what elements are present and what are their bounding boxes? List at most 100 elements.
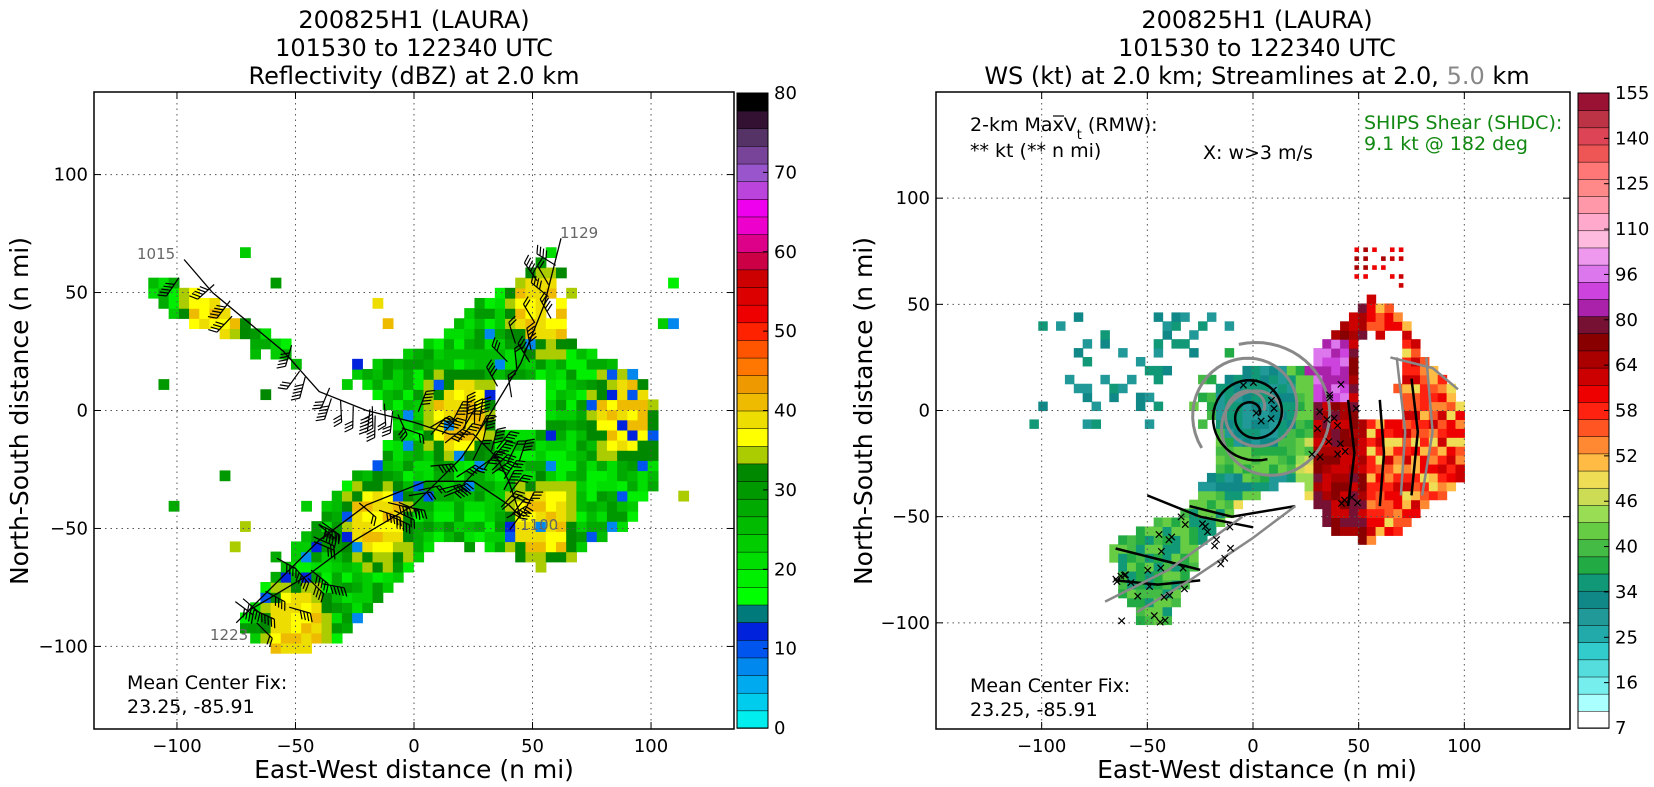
wind-barb-staff bbox=[265, 590, 286, 603]
windspeed-cell bbox=[1304, 374, 1315, 385]
windspeed-cell bbox=[1357, 330, 1368, 340]
colorbar-swatch bbox=[736, 692, 769, 712]
wind-barb-flag bbox=[491, 337, 496, 347]
windspeed-cell bbox=[1295, 383, 1306, 394]
wind-barb-flag bbox=[408, 507, 413, 517]
updraft-x-marker bbox=[1352, 404, 1360, 412]
reflectivity-cell bbox=[566, 460, 577, 472]
reflectivity-cell bbox=[617, 409, 628, 421]
windspeed-cell bbox=[1242, 401, 1252, 412]
reflectivity-cell bbox=[443, 450, 455, 461]
reflectivity-cell bbox=[301, 541, 312, 553]
wind-barb-flag bbox=[420, 509, 424, 519]
windspeed-cell bbox=[1313, 428, 1323, 438]
windspeed-cell bbox=[1304, 481, 1315, 492]
colorbar-swatch bbox=[1577, 676, 1610, 695]
wind-barb bbox=[536, 257, 550, 285]
wind-barb-staff bbox=[286, 370, 301, 390]
reflectivity-cell bbox=[362, 582, 374, 593]
windspeed-cell bbox=[1127, 588, 1137, 599]
wind-barb-flag bbox=[474, 401, 484, 407]
reflectivity-cell bbox=[341, 531, 353, 543]
reflectivity-cell bbox=[229, 328, 241, 340]
wind-barb-staff bbox=[371, 406, 374, 429]
windspeed-cell bbox=[1322, 508, 1332, 519]
reflectivity-cell bbox=[341, 602, 353, 614]
right-ylabel: North-South distance (n mi) bbox=[849, 237, 878, 585]
reflectivity-cell bbox=[403, 429, 414, 441]
reflectivity-cell bbox=[229, 318, 241, 330]
reflectivity-cell bbox=[454, 399, 465, 411]
colorbar-swatch bbox=[736, 533, 769, 553]
wind-barb-flag bbox=[449, 425, 459, 429]
reflectivity-cell bbox=[515, 531, 527, 543]
wind-barb-flag bbox=[210, 326, 220, 331]
windspeed-cell bbox=[1402, 374, 1412, 385]
windspeed-cell bbox=[1348, 472, 1359, 483]
reflectivity-cell bbox=[647, 450, 659, 461]
reflectivity-cell bbox=[392, 480, 404, 492]
windspeed-cell bbox=[1455, 419, 1465, 429]
wind-barb-flag bbox=[524, 441, 534, 445]
windspeed-cell bbox=[1206, 374, 1217, 385]
wind-barb-staff bbox=[456, 464, 476, 478]
windspeed-cell bbox=[1251, 437, 1261, 447]
windspeed-cell bbox=[1446, 446, 1457, 456]
windspeed-cell bbox=[1286, 401, 1297, 412]
wind-barb-staff bbox=[401, 427, 423, 436]
windspeed-cell bbox=[1366, 294, 1377, 305]
wind-barb bbox=[402, 505, 428, 520]
reflectivity-cell bbox=[240, 622, 251, 634]
windspeed-cell bbox=[1402, 383, 1412, 394]
windspeed-cell bbox=[1402, 490, 1412, 501]
reflectivity-cell bbox=[474, 521, 486, 532]
windspeed-cell bbox=[1073, 312, 1084, 322]
windspeed-cell bbox=[1295, 392, 1306, 403]
reflectivity-cell bbox=[270, 338, 282, 350]
wind-barb-staff bbox=[536, 253, 557, 266]
reflectivity-cell bbox=[382, 511, 394, 522]
reflectivity-cell bbox=[637, 439, 649, 451]
windspeed-cell bbox=[1144, 562, 1155, 572]
wind-barb-flag bbox=[522, 501, 532, 505]
wind-barb bbox=[234, 601, 254, 624]
windspeed-cell bbox=[1242, 472, 1252, 483]
windspeed-cell bbox=[1162, 330, 1173, 340]
windspeed-cell bbox=[1389, 256, 1395, 261]
colorbar-swatch bbox=[736, 251, 769, 271]
colorbar-swatch bbox=[1577, 230, 1610, 249]
reflectivity-cell bbox=[555, 480, 567, 492]
updraft-x-marker bbox=[1134, 592, 1142, 600]
reflectivity-cell bbox=[494, 531, 506, 543]
windspeed-cell bbox=[1437, 419, 1448, 429]
reflectivity-cell bbox=[545, 358, 557, 370]
windspeed-cell bbox=[1411, 508, 1421, 519]
windspeed-cell bbox=[1375, 312, 1386, 322]
windspeed-cell bbox=[1340, 428, 1350, 438]
windspeed-cell bbox=[1304, 472, 1315, 483]
windspeed-cell bbox=[1340, 464, 1350, 474]
windspeed-cell bbox=[1340, 517, 1350, 527]
windspeed-cell bbox=[1286, 374, 1297, 385]
colorbar-swatch bbox=[1577, 384, 1610, 403]
wind-barb-flag bbox=[529, 335, 537, 343]
reflectivity-cell bbox=[474, 338, 486, 350]
reflectivity-cell bbox=[290, 592, 302, 603]
windspeed-cell bbox=[1428, 472, 1439, 483]
windspeed-cell bbox=[1180, 517, 1190, 527]
reflectivity-cell bbox=[382, 460, 394, 472]
wind-barb-flag bbox=[207, 315, 217, 319]
windspeed-cell bbox=[1340, 374, 1350, 385]
windspeed-cell bbox=[1402, 446, 1412, 456]
colorbar-tick-label: 0 bbox=[774, 718, 785, 739]
reflectivity-cell bbox=[362, 511, 374, 522]
y-tick-label: −50 bbox=[892, 507, 930, 528]
reflectivity-cell bbox=[341, 561, 353, 573]
windspeed-cell bbox=[1233, 374, 1244, 385]
reflectivity-cell bbox=[382, 450, 394, 461]
windspeed-cell bbox=[1286, 428, 1297, 438]
reflectivity-cell bbox=[474, 399, 486, 411]
windspeed-cell bbox=[1446, 383, 1457, 394]
windspeed-cell bbox=[1171, 597, 1181, 608]
